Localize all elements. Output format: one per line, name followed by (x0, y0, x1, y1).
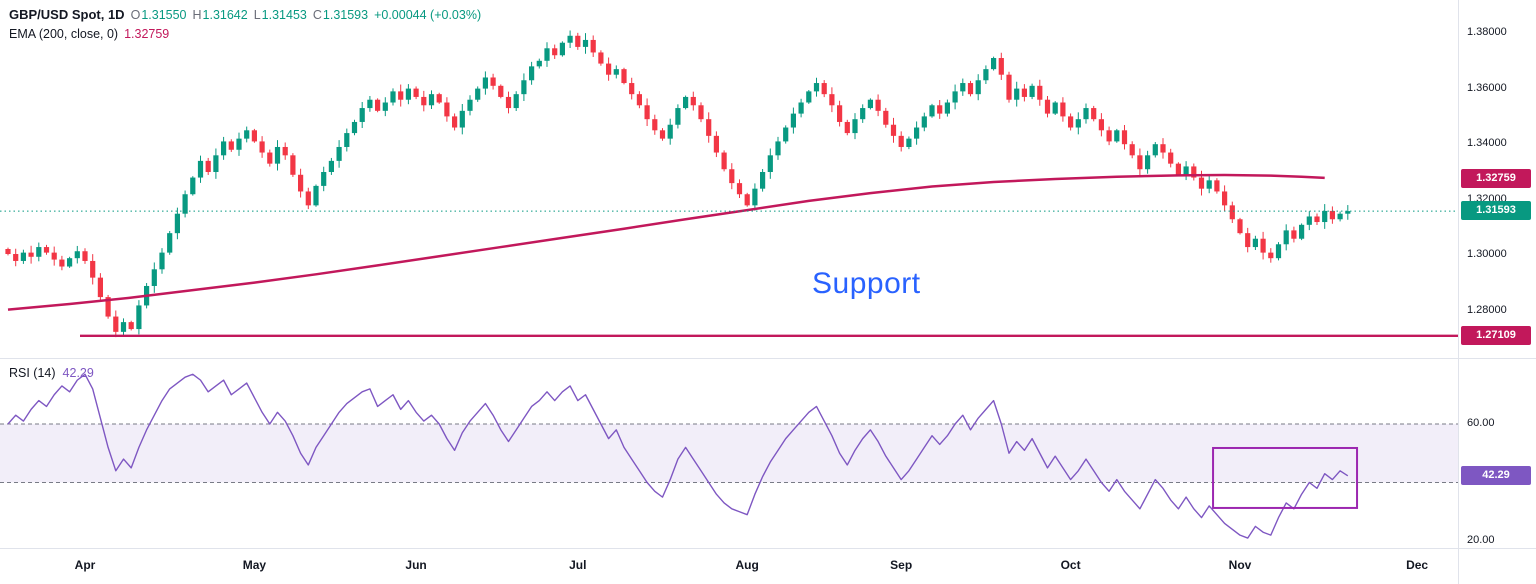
rsi-legend: RSI (14) 42.29 (9, 366, 94, 380)
price-axis-label: 1.28000 (1467, 304, 1507, 316)
time-axis-label-apr[interactable]: Apr (74, 558, 96, 572)
rsi-indicator-label[interactable]: RSI (14) (9, 366, 56, 380)
ohlc-low-label: L (253, 8, 261, 22)
ohlc-open-label: O (130, 8, 141, 22)
price-axis[interactable]: 1.38000 1.36000 1.34000 1.32000 1.30000 1.280… (1458, 0, 1536, 584)
time-axis-label-jun[interactable]: Jun (405, 558, 427, 572)
time-axis[interactable]: Apr May Jun Jul Aug Sep Oct Nov Dec (0, 549, 1458, 584)
time-axis-label-jul[interactable]: Jul (569, 558, 587, 572)
rsi-band (0, 424, 1458, 483)
ohlc-open-value: 1.31550 (141, 8, 187, 22)
last-price-badge: 1.31593 (1461, 201, 1531, 221)
price-axis-label: 1.38000 (1467, 26, 1507, 38)
ema-indicator-value: 1.32759 (124, 27, 170, 41)
price-axis-label: 1.30000 (1467, 248, 1507, 261)
time-axis-label-nov[interactable]: Nov (1228, 558, 1252, 572)
rsi-axis-label: 20.00 (1467, 534, 1495, 546)
symbol-title[interactable]: GBP/USD Spot, 1D (9, 7, 125, 22)
rsi-drawing-rectangle[interactable] (1212, 446, 1359, 509)
ohlc-close-value: 1.31593 (322, 8, 369, 22)
rsi-value-badge: 42.29 (1461, 465, 1531, 485)
rsi-axis-label: 60.00 (1467, 417, 1495, 429)
ema-price-badge: 1.32759 (1461, 168, 1531, 188)
price-axis-label: 1.36000 (1467, 81, 1507, 94)
ema-indicator-label[interactable]: EMA (200, close, 0) (9, 27, 119, 41)
time-axis-label-dec[interactable]: Dec (1406, 558, 1429, 572)
time-axis-label-may[interactable]: May (242, 558, 267, 572)
ema-legend-row: EMA (200, close, 0) 1.32759 (9, 27, 481, 41)
ema-200-line[interactable] (7, 173, 1325, 311)
symbol-legend-row: GBP/USD Spot, 1D O 1.31550 H 1.31642 L 1… (9, 7, 481, 22)
support-price-badge: 1.27109 (1461, 325, 1531, 345)
price-pane[interactable] (0, 30, 1458, 338)
time-axis-label-sep[interactable]: Sep (890, 558, 913, 572)
candles (5, 30, 1351, 338)
ohlc-low-value: 1.31453 (261, 8, 307, 22)
ohlc-close-label: C (312, 8, 322, 22)
rsi-line (7, 373, 1349, 539)
chart-canvas[interactable] (0, 0, 1458, 584)
time-axis-label-oct[interactable]: Oct (1060, 558, 1081, 572)
rsi-pane[interactable] (0, 373, 1458, 539)
ohlc-high-value: 1.31642 (202, 8, 248, 22)
rsi-indicator-value: 42.29 (62, 366, 94, 380)
ohlc-change-value: +0.00044 (+0.03%) (374, 8, 482, 22)
pane-separator[interactable] (0, 358, 1536, 359)
time-axis-separator (0, 548, 1536, 549)
legend: GBP/USD Spot, 1D O 1.31550 H 1.31642 L 1… (9, 7, 481, 46)
ohlc-high-label: H (192, 8, 202, 22)
price-axis-label: 1.34000 (1467, 137, 1507, 150)
time-axis-label-aug[interactable]: Aug (735, 558, 759, 572)
support-annotation-text[interactable]: Support (812, 267, 921, 300)
